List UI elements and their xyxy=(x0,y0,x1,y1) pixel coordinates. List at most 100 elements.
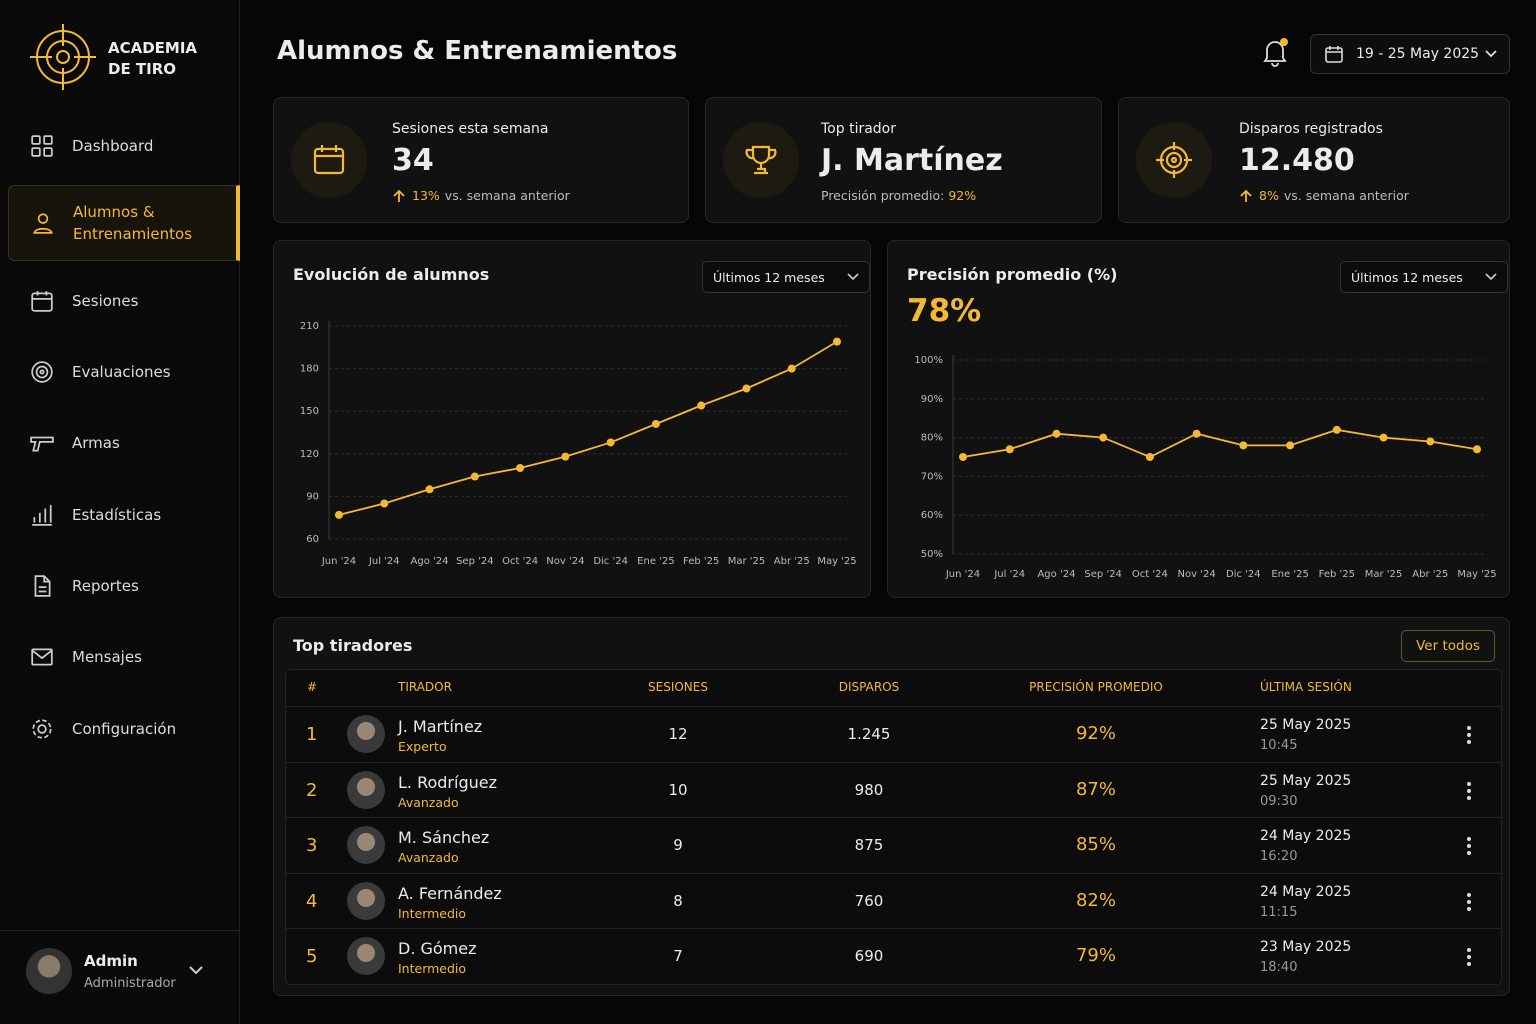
last-time: 16:20 xyxy=(1260,849,1298,865)
kpi-icon xyxy=(1156,142,1192,178)
date-range: 19 - 25 May 2025 xyxy=(1356,46,1480,62)
user-role: Administrador xyxy=(84,976,176,991)
x-tick-label: Jun '24 xyxy=(321,556,356,567)
point xyxy=(561,452,570,461)
row-menu[interactable] xyxy=(1466,836,1472,860)
y-tick-label: 90% xyxy=(921,394,943,405)
point xyxy=(651,419,660,428)
user-name: Admin xyxy=(84,952,138,970)
table-row: 2 L. Rodríguez Avanzado 10 980 87% 25 May 2025… xyxy=(286,761,1501,818)
nav-item[interactable]: Configuración xyxy=(8,702,240,756)
nav-label: Configuración xyxy=(72,720,177,738)
point xyxy=(380,499,389,508)
last-time: 11:15 xyxy=(1260,904,1298,920)
nav-item[interactable]: Reportes xyxy=(8,559,240,613)
kpi-note: Precisión promedio: 92% xyxy=(821,188,976,203)
last-date: 25 May 2025 xyxy=(1260,772,1352,789)
avatar xyxy=(347,770,385,809)
x-tick-label: Dic '24 xyxy=(1226,569,1261,580)
last-time: 10:45 xyxy=(1260,738,1298,753)
x-tick-label: Abr '25 xyxy=(774,556,810,567)
nav-label: Alumnos & Entrenamientos xyxy=(73,203,193,243)
shooter-level: Experto xyxy=(398,739,447,754)
date-picker[interactable]: 19 - 25 May 2025 xyxy=(1310,34,1510,74)
precision: 85% xyxy=(1075,834,1116,856)
kpi-icon xyxy=(313,145,345,175)
table-row: 5 D. Gómez Intermedio 7 690 79% 23 May 2025 18:… xyxy=(286,928,1501,984)
brand: ACADEMIA DE TIRO xyxy=(108,39,198,78)
x-tick-label: Jun '24 xyxy=(945,569,980,580)
nav-item[interactable]: Sesiones xyxy=(8,274,240,328)
kpi-icon-bg xyxy=(723,122,799,198)
page-title: Alumnos & Entrenamientos xyxy=(277,36,678,66)
y-tick-label: 70% xyxy=(921,471,943,482)
shots: 760 xyxy=(854,891,884,910)
point xyxy=(516,464,525,472)
last-time: 18:40 xyxy=(1260,960,1298,976)
nav-icon xyxy=(34,575,51,597)
x-tick-label: Abr '25 xyxy=(1412,569,1448,580)
kpi-icon xyxy=(745,145,777,175)
kpi-label: Top tirador xyxy=(821,121,896,137)
view-all-button[interactable]: Ver todos xyxy=(1401,630,1495,662)
avatar xyxy=(347,826,385,865)
nav-item[interactable]: Mensajes xyxy=(8,630,240,684)
x-tick-label: Dic '24 xyxy=(593,556,628,567)
range-select[interactable]: Últimos 12 meses xyxy=(1340,261,1508,293)
column-header: PRECISIÓN PROMEDIO xyxy=(1029,680,1163,694)
range-select[interactable]: Últimos 12 meses xyxy=(702,261,870,293)
precision: 82% xyxy=(1075,889,1116,911)
table: # TIRADOR SESIONES DISPAROS PRECISIÓN PROMED… xyxy=(285,669,1502,985)
nav-icon xyxy=(33,213,53,234)
nav-icon xyxy=(31,361,53,383)
shooter-name: L. Rodríguez xyxy=(398,772,497,792)
point xyxy=(606,438,615,447)
nav-item[interactable]: Dashboard xyxy=(8,119,240,173)
shots: 980 xyxy=(854,780,884,799)
nav-label: Armas xyxy=(72,434,120,452)
kpi-card: Sesiones esta semana 34 13% vs. semana ante… xyxy=(273,97,689,223)
line xyxy=(962,428,1478,458)
user-menu[interactable] xyxy=(188,964,204,976)
y-tick-label: 180 xyxy=(300,364,319,375)
row-menu[interactable] xyxy=(1466,781,1472,805)
sessions: 7 xyxy=(673,947,683,966)
sidebar: ACADEMIA DE TIRO Dashboard Alumnos & Entr… xyxy=(0,0,240,1024)
point xyxy=(425,485,434,494)
nav-item[interactable]: Evaluaciones xyxy=(8,345,240,399)
rank: 3 xyxy=(306,835,318,857)
x-tick-label: Ene '25 xyxy=(637,556,674,567)
kpi-note-text: vs. semana anterior xyxy=(1283,188,1409,203)
column-header: ÚLTIMA SESIÓN xyxy=(1260,680,1352,694)
x-tick-label: Sep '24 xyxy=(456,556,494,567)
x-tick-label: Ago '24 xyxy=(411,556,449,567)
x-tick-label: Mar '25 xyxy=(728,556,766,567)
precision: 79% xyxy=(1075,945,1116,967)
nav-item[interactable]: Armas xyxy=(8,416,240,470)
row-menu[interactable] xyxy=(1466,947,1472,971)
point xyxy=(335,510,343,519)
x-tick-label: Oct '24 xyxy=(502,556,538,567)
date-chevron xyxy=(1485,50,1497,58)
nav-item[interactable]: Estadísticas xyxy=(8,488,240,542)
nav-label: Evaluaciones xyxy=(72,363,171,381)
row-menu[interactable] xyxy=(1466,892,1472,916)
row-menu[interactable] xyxy=(1466,725,1472,749)
nav-item[interactable]: Alumnos & Entrenamientos xyxy=(8,185,240,261)
kpi-change: 92% xyxy=(948,188,977,203)
notifications[interactable] xyxy=(1262,36,1290,68)
shooter-name: D. Gómez xyxy=(398,939,477,959)
x-tick-label: Nov '24 xyxy=(1178,569,1216,580)
shots: 1.245 xyxy=(847,725,891,743)
y-tick-label: 60% xyxy=(921,510,943,521)
shots: 875 xyxy=(854,836,884,855)
nav-label: Mensajes xyxy=(72,648,142,666)
rank: 5 xyxy=(306,946,318,968)
kpi-change: 13% xyxy=(412,188,440,203)
y-tick-label: 150 xyxy=(300,406,319,417)
point xyxy=(1099,433,1108,442)
table-row: 3 M. Sánchez Avanzado 9 875 85% 24 May 2025 16:… xyxy=(286,817,1501,873)
nav-label: Estadísticas xyxy=(72,506,162,524)
sessions: 9 xyxy=(673,836,683,855)
